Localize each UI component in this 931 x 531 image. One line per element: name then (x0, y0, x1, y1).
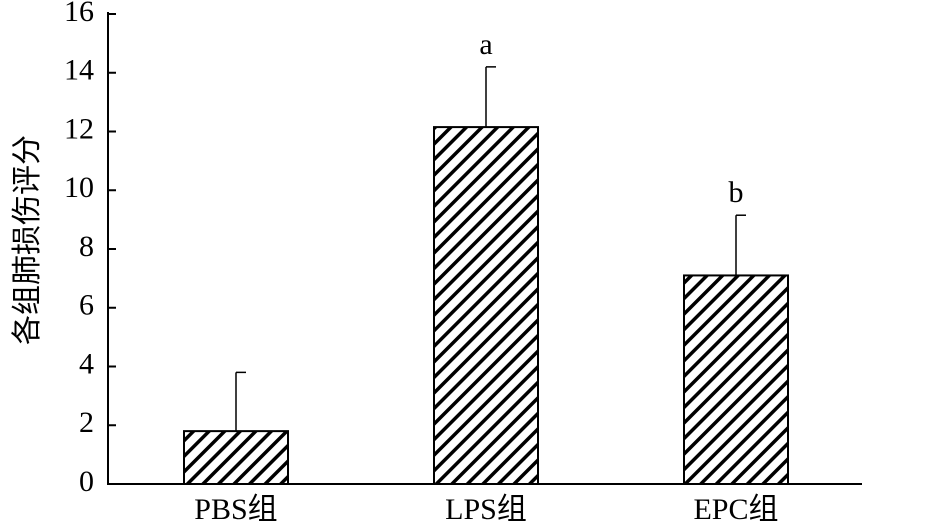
annotation: b (729, 176, 744, 209)
annotation: a (479, 28, 492, 61)
x-tick-label: LPS组 (445, 493, 527, 526)
y-tick-label: 16 (64, 0, 94, 28)
y-tick-label: 4 (79, 347, 94, 380)
y-tick-label: 8 (79, 230, 94, 263)
y-tick-label: 14 (64, 54, 94, 87)
bar (683, 274, 789, 485)
x-tick-label: PBS组 (194, 493, 277, 526)
x-tick-label: EPC组 (693, 493, 778, 526)
y-tick-label: 0 (79, 465, 94, 498)
y-tick-label: 12 (64, 112, 94, 145)
bar (183, 430, 289, 485)
y-tick-label: 10 (64, 171, 94, 204)
y-tick-label: 2 (79, 406, 94, 439)
bar (433, 126, 539, 485)
y-tick-label: 6 (79, 289, 94, 322)
y-axis-label: 各组肺损伤评分 (11, 135, 44, 345)
